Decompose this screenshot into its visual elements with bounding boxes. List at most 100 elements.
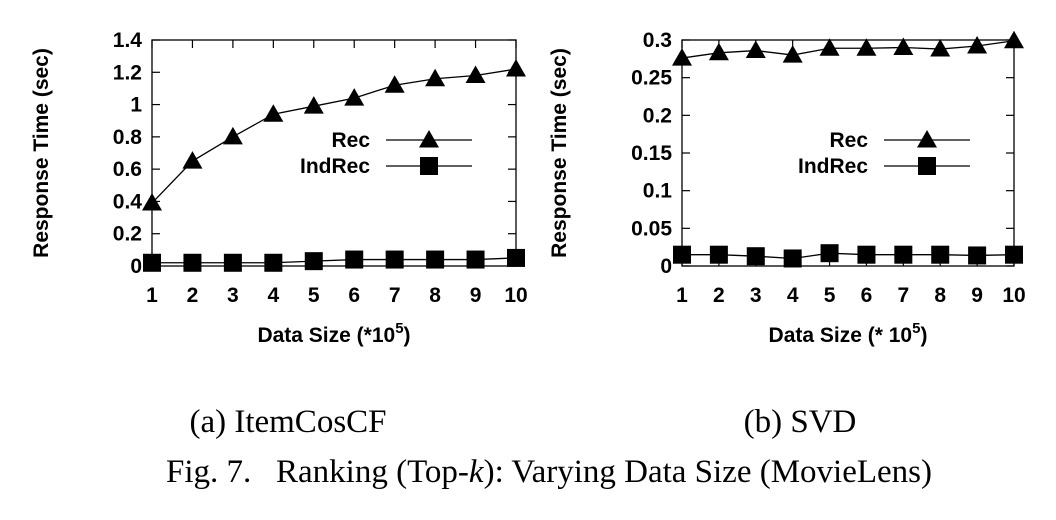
- data-point-square: [304, 252, 323, 271]
- x-tick-label: 10: [1002, 284, 1025, 307]
- data-point-triangle: [856, 38, 877, 56]
- data-point-square: [709, 245, 728, 264]
- data-point-triangle: [506, 59, 526, 77]
- subcaption: (b) SVD: [744, 404, 857, 440]
- x-tick-label: 3: [227, 284, 239, 307]
- x-tick-label: 8: [934, 284, 946, 307]
- series-rec: [142, 59, 526, 211]
- x-tick-label: 8: [429, 284, 441, 307]
- data-point-triangle: [967, 36, 988, 54]
- data-point-triangle: [819, 38, 840, 56]
- y-tick-label: 1.2: [113, 61, 142, 84]
- data-point-square: [183, 253, 202, 272]
- data-point-triangle: [672, 48, 692, 66]
- data-point-triangle: [893, 37, 914, 56]
- legend-marker-square: [918, 157, 936, 175]
- data-point-square: [264, 253, 283, 272]
- legend-label: Rec: [331, 129, 370, 152]
- data-point-triangle: [303, 96, 324, 114]
- data-point-square: [968, 246, 987, 265]
- x-tick-label: 1: [146, 284, 158, 307]
- y-tick-label: 0.2: [643, 104, 672, 127]
- x-tick-label: 5: [824, 284, 836, 307]
- plot-frame: [151, 39, 517, 267]
- series-line: [152, 257, 517, 264]
- data-point-triangle: [708, 42, 729, 61]
- x-tick-label: 4: [787, 284, 799, 307]
- data-point-triangle: [745, 40, 766, 59]
- y-tick-label: 0.4: [113, 190, 143, 213]
- data-point-square: [783, 249, 802, 268]
- series-indrec: [143, 248, 525, 272]
- y-tick-label: 1.4: [113, 29, 143, 52]
- legend: Rec IndRec: [300, 129, 472, 178]
- data-point-triangle: [222, 126, 243, 145]
- x-tick-label: 4: [267, 284, 279, 307]
- data-point-triangle: [344, 88, 365, 106]
- data-point-square: [223, 253, 242, 272]
- y-tick-label: 0.05: [631, 217, 672, 240]
- data-point-square: [143, 253, 161, 272]
- x-axis-label: Data Size (* 105): [769, 320, 928, 347]
- data-point-triangle: [930, 39, 951, 57]
- y-tick-label: 0.15: [631, 142, 672, 165]
- data-point-square: [345, 250, 364, 269]
- figure-caption: Fig. 7. Ranking (Top-k): Varying Data Si…: [166, 454, 932, 490]
- y-tick-label: 0: [130, 255, 142, 278]
- y-tick-label: 0.1: [643, 180, 673, 203]
- data-point-triangle: [465, 65, 486, 84]
- data-point-square: [931, 245, 950, 264]
- x-tick-label: 2: [713, 284, 725, 307]
- legend: Rec IndRec: [798, 129, 970, 178]
- y-tick-label: 0.25: [631, 67, 672, 90]
- data-point-triangle: [782, 45, 803, 63]
- legend-label: IndRec: [300, 155, 370, 178]
- chart-panel-a: 0 0.2 0.4 0.6 0.8 1 1.2 1.4 1 2 3 4 5 6 7 8 9 10 Response …: [30, 29, 528, 440]
- data-point-square: [1005, 245, 1023, 264]
- data-point-triangle: [182, 151, 203, 169]
- legend-marker-triangle: [419, 130, 439, 148]
- x-tick-label: 6: [861, 284, 873, 307]
- plot-frame: [681, 39, 1015, 267]
- legend-marker-triangle: [917, 130, 937, 148]
- x-tick-label: 9: [470, 284, 482, 307]
- data-point-square: [673, 245, 691, 264]
- series-line: [682, 252, 1015, 260]
- data-point-square: [466, 250, 485, 269]
- x-tick-label: 6: [348, 284, 360, 307]
- data-point-square: [894, 245, 913, 264]
- y-tick-label: 0.3: [643, 29, 672, 52]
- y-tick-label: 0: [660, 255, 672, 278]
- y-tick-label: 1: [130, 94, 142, 117]
- y-tick-label: 0.2: [113, 223, 142, 246]
- x-tick-label: 10: [504, 284, 527, 307]
- series-indrec: [673, 244, 1023, 268]
- series-line: [151, 68, 517, 204]
- y-axis-label: Response Time (sec): [30, 48, 53, 258]
- legend-label: IndRec: [798, 155, 868, 178]
- x-tick-label: 1: [676, 284, 688, 307]
- data-point-square: [746, 247, 765, 266]
- x-tick-label: 3: [750, 284, 762, 307]
- data-point-square: [426, 250, 445, 269]
- y-axis-label: Response Time (sec): [548, 48, 571, 258]
- data-point-square: [820, 244, 839, 263]
- data-point-triangle: [263, 104, 284, 122]
- data-point-triangle: [1004, 30, 1024, 49]
- series-line: [681, 40, 1015, 59]
- x-tick-label: 7: [897, 284, 909, 307]
- data-point-square: [385, 250, 404, 269]
- y-tick-label: 0.6: [113, 158, 142, 181]
- x-tick-label: 2: [187, 284, 199, 307]
- x-axis-label: Data Size (*105): [257, 320, 410, 347]
- legend-label: Rec: [829, 129, 868, 152]
- x-tick-label: 5: [308, 284, 320, 307]
- data-point-square: [507, 248, 525, 267]
- data-point-triangle: [384, 75, 405, 93]
- data-point-triangle: [142, 193, 162, 211]
- series-rec: [672, 30, 1024, 66]
- subcaption: (a) ItemCosCF: [189, 404, 386, 440]
- chart-panel-b: 0 0.05 0.1 0.15 0.2 0.25 0.3 1 2 3 4 5 6 7 8 9 10 Respons…: [548, 29, 1026, 440]
- data-point-square: [857, 245, 876, 264]
